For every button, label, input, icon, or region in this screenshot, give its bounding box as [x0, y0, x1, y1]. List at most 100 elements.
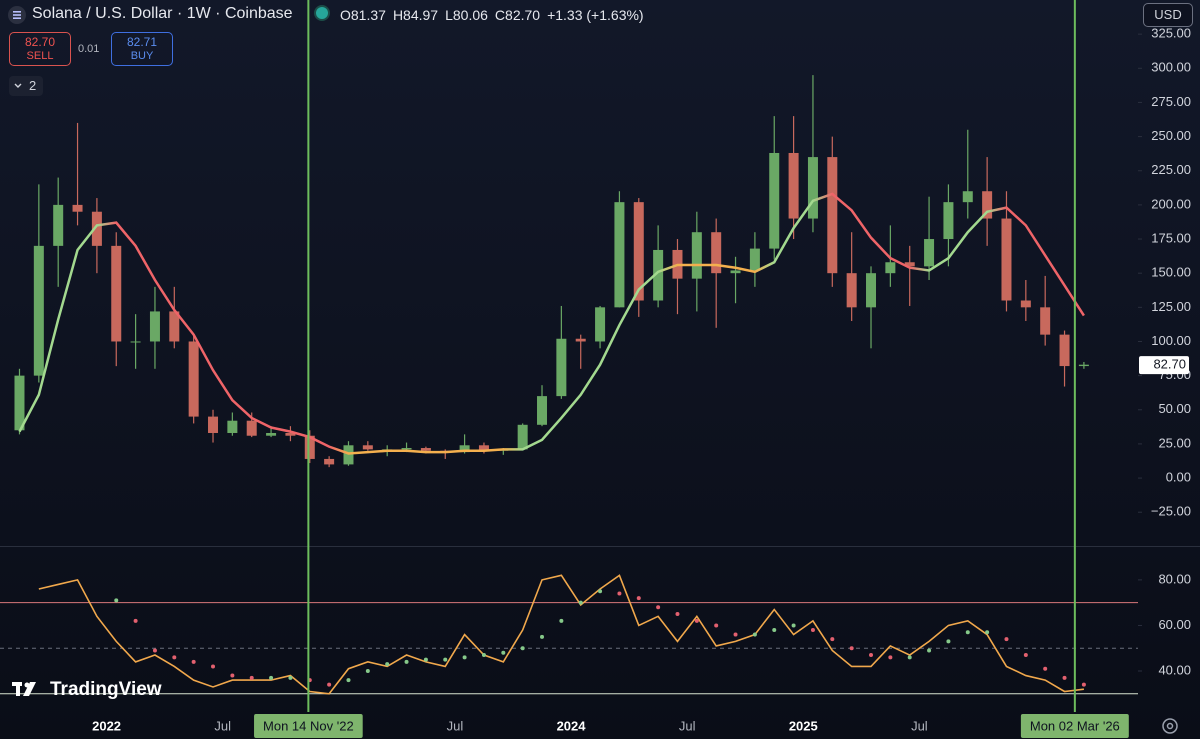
- logo: TradingView: [12, 679, 162, 700]
- y-tick-label: 325.00: [1151, 26, 1191, 41]
- candle-body: [111, 245, 122, 342]
- rsi-ma-dot: [733, 632, 738, 637]
- close: C82.70: [494, 7, 541, 23]
- rsi-ma-dot: [346, 678, 351, 683]
- rsi-ma-dot: [694, 618, 699, 623]
- candle-body: [401, 448, 412, 450]
- rsi-ma-dot: [598, 589, 603, 594]
- rsi-ma-dot: [907, 655, 912, 660]
- ohlc: O81.37 H84.97 L80.06 C82.70 +1.33 (+1.63…: [340, 7, 644, 23]
- x-tick-label: 2024: [557, 718, 587, 733]
- candle-body: [1040, 307, 1051, 335]
- status-dot: [316, 7, 328, 19]
- candle-body: [324, 458, 335, 465]
- candle-body: [730, 270, 741, 274]
- sell-button[interactable]: 82.70 SELL: [9, 32, 71, 66]
- rsi-ma-dot: [404, 659, 409, 664]
- rsi-ma-dot: [211, 664, 216, 669]
- rsi-ma-dot: [927, 648, 932, 653]
- rsi-ma-dot: [965, 630, 970, 635]
- candle-body: [420, 448, 431, 451]
- candle-body: [691, 232, 702, 279]
- x-tick-label: Jul: [447, 718, 464, 733]
- candle-body: [633, 202, 644, 301]
- settings-icon[interactable]: [1162, 718, 1178, 734]
- open: O81.37: [340, 7, 386, 23]
- candle-body: [885, 262, 896, 274]
- candle-body: [653, 249, 664, 301]
- rsi-ma-dot: [269, 675, 274, 680]
- rsi-ma-dot: [1004, 637, 1009, 642]
- candle-body: [188, 341, 199, 417]
- indicator-count: 2: [29, 78, 37, 93]
- candle-body: [962, 191, 973, 203]
- rsi-ma-dot: [675, 612, 680, 617]
- y-tick-label: 50.00: [1158, 401, 1191, 416]
- rsi-ma-dot: [1062, 675, 1067, 680]
- y-tick-label: 125.00: [1151, 299, 1191, 314]
- logo-text: TradingView: [50, 679, 162, 700]
- low: L80.06: [445, 7, 488, 23]
- candle-body: [866, 273, 877, 308]
- rsi-ma-dot: [540, 634, 545, 639]
- y-tick-label: 0.00: [1166, 470, 1191, 485]
- candle-body: [943, 202, 954, 240]
- rsi-ma-dot: [714, 623, 719, 628]
- candle-body: [33, 245, 44, 376]
- candle-body: [304, 435, 315, 459]
- y-tick-label: 250.00: [1151, 128, 1191, 143]
- y-tick-label: 175.00: [1151, 230, 1191, 245]
- candle-body: [246, 420, 257, 436]
- rsi-ma-dot: [810, 628, 815, 632]
- x-tick-label: 2025: [789, 718, 818, 733]
- last-price-label: 82.70: [1153, 357, 1186, 372]
- sell-price: 82.70: [24, 35, 56, 49]
- y-tick-label: 40.00: [1158, 662, 1191, 677]
- candle-body: [595, 307, 606, 342]
- buy-button[interactable]: 82.71 BUY: [111, 32, 173, 66]
- candle-body: [72, 204, 83, 212]
- candle-body: [924, 239, 935, 267]
- rsi-ma-dot: [462, 655, 467, 660]
- rsi-ma-dot: [230, 673, 235, 678]
- y-tick-label: 300.00: [1151, 60, 1191, 75]
- candle-body: [575, 338, 586, 342]
- candle-body: [749, 248, 760, 271]
- rsi-ma-dot: [888, 655, 893, 660]
- candle-body: [362, 445, 373, 450]
- rsi-ma-dot: [249, 675, 254, 680]
- y-tick-label: 225.00: [1151, 162, 1191, 177]
- indicator-toggle[interactable]: 2: [9, 76, 43, 96]
- rsi-ma-dot: [578, 600, 583, 605]
- crosshair-label: Mon 14 Nov '22: [263, 718, 354, 733]
- candle-body: [827, 157, 838, 274]
- candle-body: [285, 432, 296, 436]
- candle-body: [91, 211, 102, 246]
- candle-body: [1020, 300, 1031, 308]
- symbol-title[interactable]: Solana / U.S. Dollar · 1W · Coinbase: [32, 5, 293, 22]
- spread: 0.01: [78, 43, 100, 55]
- y-tick-label: 150.00: [1151, 265, 1191, 280]
- candle-body: [614, 202, 625, 308]
- candle-body: [846, 273, 857, 308]
- candle-body: [227, 420, 238, 433]
- y-tick-label: 25.00: [1158, 435, 1191, 450]
- candle-body: [1059, 334, 1070, 367]
- rsi-ma-dot: [172, 655, 177, 660]
- buy-price: 82.71: [126, 35, 158, 49]
- currency-button[interactable]: USD: [1143, 3, 1193, 27]
- x-tick-label: 2022: [92, 718, 121, 733]
- x-tick-label: Jul: [911, 718, 928, 733]
- y-tick-label: 200.00: [1151, 196, 1191, 211]
- y-tick-label: 275.00: [1151, 94, 1191, 109]
- candle-body: [459, 445, 470, 453]
- rsi-ma-dot: [1023, 653, 1028, 658]
- rsi-ma-dot: [423, 657, 428, 662]
- y-tick-label: 60.00: [1158, 617, 1191, 632]
- candle-body: [711, 232, 722, 274]
- rsi-ma-dot: [617, 591, 622, 596]
- rsi-ma-dot: [365, 669, 370, 673]
